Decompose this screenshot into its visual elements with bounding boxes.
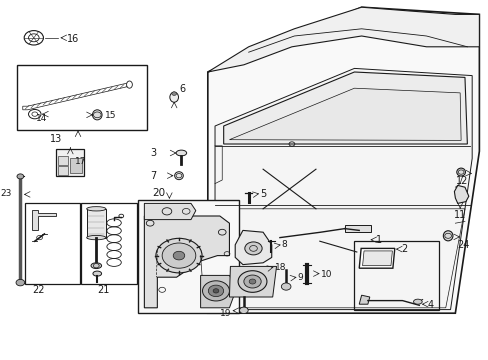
Circle shape bbox=[239, 307, 248, 314]
Polygon shape bbox=[144, 203, 195, 220]
Text: 18: 18 bbox=[275, 263, 286, 272]
Polygon shape bbox=[200, 275, 236, 308]
Ellipse shape bbox=[443, 231, 452, 241]
Polygon shape bbox=[23, 83, 128, 110]
Text: 14: 14 bbox=[36, 114, 47, 122]
Text: 20: 20 bbox=[152, 188, 165, 198]
Polygon shape bbox=[359, 295, 369, 304]
Ellipse shape bbox=[413, 299, 421, 304]
Bar bbox=[58, 166, 68, 175]
Circle shape bbox=[156, 238, 202, 273]
Polygon shape bbox=[359, 248, 394, 268]
Bar bbox=[70, 158, 81, 173]
Circle shape bbox=[171, 92, 176, 95]
Ellipse shape bbox=[176, 150, 186, 156]
Circle shape bbox=[16, 279, 24, 286]
Text: 12: 12 bbox=[455, 176, 468, 186]
Text: 8: 8 bbox=[281, 240, 287, 249]
Text: 7: 7 bbox=[150, 171, 156, 181]
Ellipse shape bbox=[456, 168, 465, 176]
Text: 22: 22 bbox=[32, 285, 44, 296]
Circle shape bbox=[162, 243, 195, 268]
Circle shape bbox=[249, 279, 255, 284]
Text: 2: 2 bbox=[401, 244, 407, 254]
Circle shape bbox=[208, 285, 223, 297]
Ellipse shape bbox=[93, 271, 102, 276]
Circle shape bbox=[281, 283, 290, 290]
Polygon shape bbox=[207, 7, 478, 72]
Circle shape bbox=[244, 275, 261, 288]
Polygon shape bbox=[362, 251, 391, 266]
Ellipse shape bbox=[92, 110, 102, 120]
Text: 9: 9 bbox=[297, 273, 303, 282]
Bar bbox=[58, 156, 68, 165]
Text: 3: 3 bbox=[150, 148, 156, 158]
Bar bbox=[138, 200, 239, 313]
Text: 4: 4 bbox=[427, 300, 433, 310]
Circle shape bbox=[202, 281, 229, 301]
Ellipse shape bbox=[174, 172, 183, 180]
Text: 15: 15 bbox=[104, 111, 116, 120]
Text: 19: 19 bbox=[220, 310, 231, 319]
Bar bbox=[17, 65, 146, 130]
Bar bbox=[56, 149, 84, 176]
Polygon shape bbox=[453, 185, 468, 203]
Text: 11: 11 bbox=[453, 210, 466, 220]
Polygon shape bbox=[32, 210, 56, 230]
Text: 16: 16 bbox=[66, 34, 79, 44]
Ellipse shape bbox=[126, 81, 132, 88]
Text: 10: 10 bbox=[320, 270, 331, 279]
Text: 5: 5 bbox=[260, 189, 266, 199]
Text: 21: 21 bbox=[97, 285, 109, 296]
Circle shape bbox=[244, 242, 262, 255]
Polygon shape bbox=[229, 266, 276, 297]
Polygon shape bbox=[235, 230, 271, 265]
Polygon shape bbox=[215, 68, 471, 310]
Circle shape bbox=[238, 271, 266, 292]
Polygon shape bbox=[144, 216, 229, 308]
Polygon shape bbox=[229, 88, 460, 140]
Circle shape bbox=[213, 289, 219, 293]
Text: 17: 17 bbox=[75, 157, 86, 166]
Bar bbox=[25, 203, 81, 284]
Circle shape bbox=[17, 174, 24, 179]
Bar bbox=[344, 225, 370, 232]
Bar bbox=[81, 203, 137, 284]
Ellipse shape bbox=[86, 235, 106, 240]
Text: 13: 13 bbox=[50, 134, 62, 144]
Ellipse shape bbox=[169, 92, 178, 102]
Bar bbox=[86, 209, 106, 238]
Text: 1: 1 bbox=[375, 235, 382, 245]
Ellipse shape bbox=[91, 263, 102, 269]
Polygon shape bbox=[207, 7, 478, 313]
Bar bbox=[354, 241, 438, 310]
Ellipse shape bbox=[86, 207, 106, 211]
Text: 23: 23 bbox=[1, 189, 12, 198]
Circle shape bbox=[173, 251, 184, 260]
Polygon shape bbox=[223, 72, 467, 144]
Text: 6: 6 bbox=[179, 84, 185, 94]
Text: 24: 24 bbox=[456, 240, 468, 251]
